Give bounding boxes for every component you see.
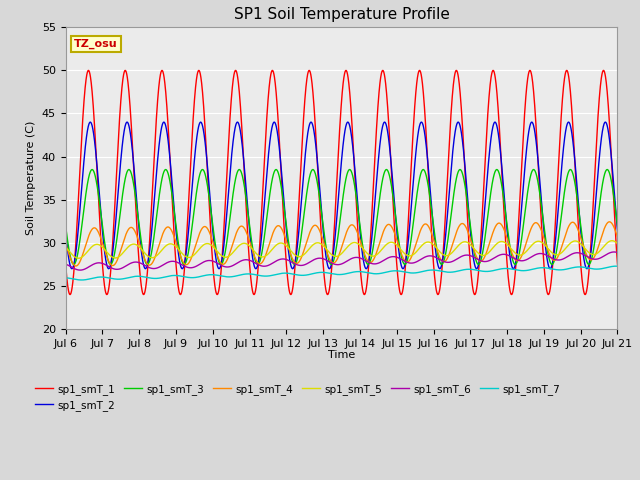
sp1_smT_4 bbox=[614, 234, 621, 240]
sp1_smT_6 bbox=[298, 263, 305, 268]
sp1_smT_2 bbox=[273, 130, 281, 136]
sp1_smT_7 bbox=[62, 275, 70, 281]
sp1_smT_7 bbox=[543, 265, 551, 271]
sp1_smT_6 bbox=[610, 249, 618, 255]
Line: sp1_smT_1: sp1_smT_1 bbox=[66, 71, 618, 295]
Text: TZ_osu: TZ_osu bbox=[74, 39, 118, 49]
sp1_smT_2 bbox=[602, 119, 609, 125]
sp1_smT_3 bbox=[157, 179, 165, 184]
sp1_smT_1 bbox=[298, 154, 305, 159]
sp1_smT_6 bbox=[125, 262, 132, 267]
sp1_smT_4 bbox=[298, 255, 305, 261]
sp1_smT_6 bbox=[76, 267, 84, 273]
sp1_smT_6 bbox=[273, 257, 281, 263]
sp1_smT_1 bbox=[614, 261, 621, 267]
sp1_smT_6 bbox=[603, 252, 611, 257]
Title: SP1 Soil Temperature Profile: SP1 Soil Temperature Profile bbox=[234, 7, 449, 22]
sp1_smT_1 bbox=[603, 87, 611, 93]
sp1_smT_2 bbox=[603, 122, 611, 128]
sp1_smT_4 bbox=[125, 226, 132, 232]
sp1_smT_7 bbox=[612, 263, 620, 269]
Line: sp1_smT_3: sp1_smT_3 bbox=[66, 169, 618, 264]
sp1_smT_5 bbox=[273, 241, 281, 247]
sp1_smT_1 bbox=[125, 87, 132, 93]
sp1_smT_2 bbox=[157, 125, 165, 131]
sp1_smT_1 bbox=[543, 290, 551, 296]
sp1_smT_3 bbox=[125, 167, 132, 172]
sp1_smT_5 bbox=[298, 253, 305, 259]
sp1_smT_7 bbox=[157, 275, 165, 281]
sp1_smT_1 bbox=[600, 68, 607, 73]
Legend: sp1_smT_1, sp1_smT_2, sp1_smT_3, sp1_smT_4, sp1_smT_5, sp1_smT_6, sp1_smT_7: sp1_smT_1, sp1_smT_2, sp1_smT_3, sp1_smT… bbox=[31, 380, 564, 415]
sp1_smT_7 bbox=[125, 275, 132, 280]
Line: sp1_smT_6: sp1_smT_6 bbox=[66, 252, 618, 270]
sp1_smT_5 bbox=[614, 240, 621, 246]
sp1_smT_6 bbox=[543, 253, 551, 259]
sp1_smT_6 bbox=[157, 263, 165, 269]
sp1_smT_6 bbox=[614, 250, 621, 255]
sp1_smT_3 bbox=[614, 223, 621, 229]
sp1_smT_7 bbox=[78, 277, 86, 283]
sp1_smT_4 bbox=[157, 234, 165, 240]
sp1_smT_1 bbox=[157, 68, 165, 74]
sp1_smT_2 bbox=[298, 198, 305, 204]
sp1_smT_2 bbox=[68, 266, 76, 272]
sp1_smT_7 bbox=[273, 271, 281, 277]
sp1_smT_5 bbox=[62, 244, 70, 250]
Line: sp1_smT_5: sp1_smT_5 bbox=[66, 240, 618, 258]
sp1_smT_4 bbox=[543, 246, 551, 252]
sp1_smT_7 bbox=[603, 264, 611, 270]
sp1_smT_5 bbox=[608, 238, 616, 243]
sp1_smT_3 bbox=[273, 168, 281, 174]
sp1_smT_2 bbox=[125, 122, 132, 128]
Line: sp1_smT_4: sp1_smT_4 bbox=[66, 222, 618, 266]
sp1_smT_4 bbox=[605, 219, 613, 225]
sp1_smT_7 bbox=[298, 273, 305, 278]
sp1_smT_5 bbox=[603, 240, 611, 246]
sp1_smT_3 bbox=[70, 262, 77, 267]
Line: sp1_smT_2: sp1_smT_2 bbox=[66, 122, 618, 269]
sp1_smT_7 bbox=[614, 264, 621, 269]
sp1_smT_2 bbox=[543, 258, 551, 264]
sp1_smT_3 bbox=[603, 167, 611, 172]
sp1_smT_3 bbox=[604, 167, 611, 172]
sp1_smT_5 bbox=[543, 245, 551, 251]
sp1_smT_5 bbox=[125, 243, 132, 249]
sp1_smT_1 bbox=[66, 292, 74, 298]
sp1_smT_3 bbox=[298, 232, 305, 238]
sp1_smT_4 bbox=[62, 240, 70, 246]
Line: sp1_smT_7: sp1_smT_7 bbox=[66, 266, 618, 280]
sp1_smT_1 bbox=[273, 107, 281, 112]
sp1_smT_4 bbox=[603, 221, 611, 227]
sp1_smT_2 bbox=[614, 228, 621, 234]
sp1_smT_4 bbox=[273, 223, 281, 229]
sp1_smT_1 bbox=[62, 261, 70, 267]
Y-axis label: Soil Temperature (C): Soil Temperature (C) bbox=[26, 121, 36, 235]
sp1_smT_2 bbox=[62, 228, 70, 234]
sp1_smT_4 bbox=[72, 263, 80, 269]
X-axis label: Time: Time bbox=[328, 350, 355, 360]
sp1_smT_3 bbox=[543, 248, 551, 253]
sp1_smT_5 bbox=[157, 248, 165, 253]
sp1_smT_6 bbox=[62, 261, 70, 267]
sp1_smT_5 bbox=[75, 255, 83, 261]
sp1_smT_3 bbox=[62, 223, 70, 229]
